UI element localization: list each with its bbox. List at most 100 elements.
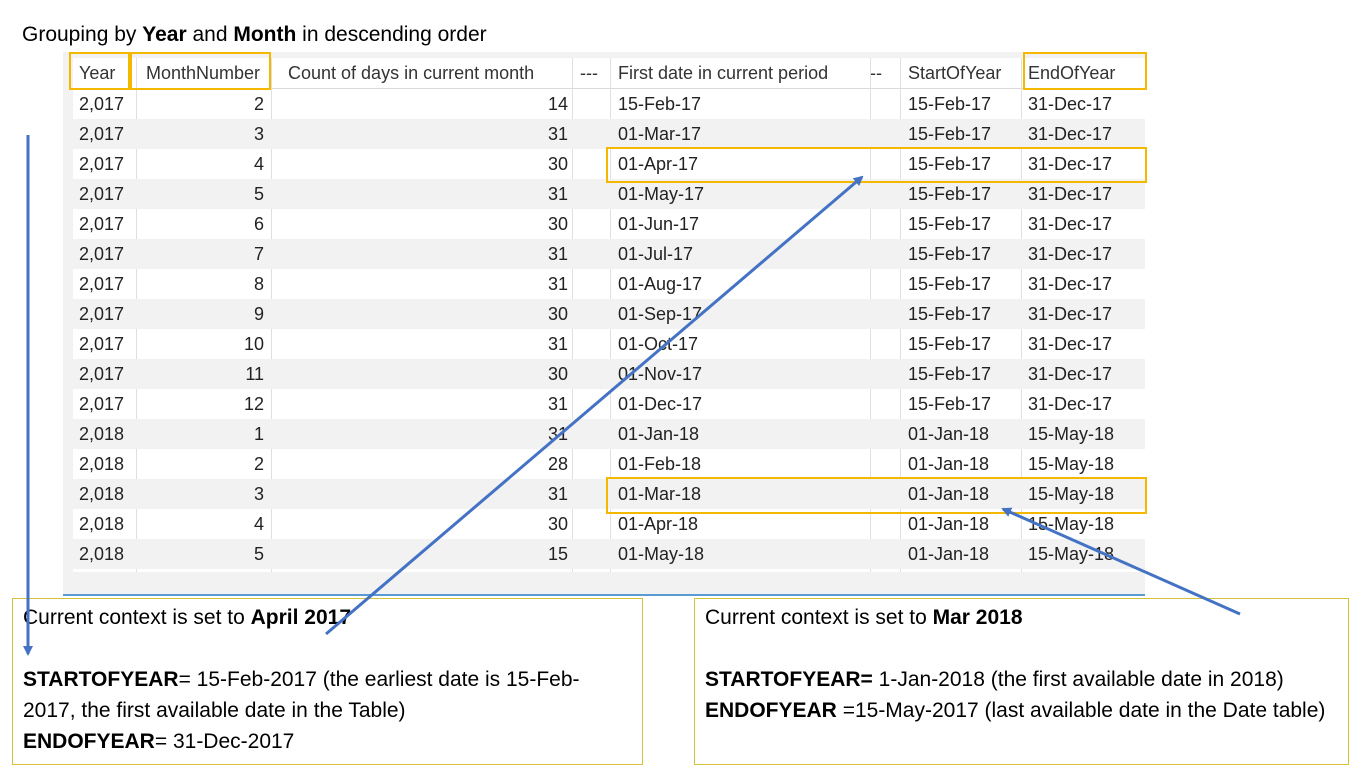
table-cell: 15-Feb-17 — [908, 184, 992, 204]
column-header[interactable]: StartOfYear — [908, 63, 1002, 83]
note-april-2017: Current context is set to April 2017 STA… — [12, 598, 643, 765]
table-cell: 01-Sep-17 — [618, 304, 703, 324]
table-cell: 8 — [253, 274, 264, 294]
table-cell: 31 — [547, 274, 568, 294]
table-cell: 12 — [243, 394, 264, 414]
table-cell: 4 — [253, 514, 264, 534]
table-cell: 01-Jul-17 — [618, 244, 694, 264]
table-row: 2,017 10 31 01-Oct-17 15-Feb-17 31-Dec-17 — [73, 329, 1145, 359]
table-cell: 15-May-18 — [1028, 424, 1115, 444]
table-cell: 2,017 — [79, 394, 125, 414]
table-cell: 01-Jan-18 — [908, 484, 990, 504]
table-cell: 2,018 — [79, 424, 125, 444]
table-cell: 01-May-18 — [618, 544, 705, 564]
table-cell: 01-Jan-18 — [908, 454, 990, 474]
note-left-startofyear: STARTOFYEAR= 15-Feb-2017 (the earliest d… — [23, 668, 580, 722]
highlight-monthnumber-header — [130, 52, 271, 90]
table-cell: 2,017 — [79, 274, 125, 294]
table-cell: 30 — [547, 514, 568, 534]
table-cell: 01-May-17 — [618, 184, 705, 204]
table-cell: 2,018 — [79, 544, 125, 564]
table-cell: 1 — [253, 424, 264, 444]
note-right-endofyear: ENDOFYEAR =15-May-2017 (last available d… — [705, 699, 1326, 722]
table-cell: 2,017 — [79, 94, 125, 114]
column-header[interactable]: Year — [79, 63, 116, 83]
table-cell: 31 — [547, 484, 568, 504]
table-cell: 15-Feb-17 — [908, 304, 992, 324]
table-bottom-rule — [63, 594, 1145, 596]
table-cell: 01-Jun-17 — [618, 214, 700, 234]
table-cell: 01-Oct-17 — [618, 334, 699, 354]
table-cell: 01-Mar-18 — [618, 484, 702, 504]
highlight-row-mar-18 — [606, 477, 1147, 514]
table-row: 2,017 6 30 01-Jun-17 15-Feb-17 31-Dec-17 — [73, 209, 1145, 239]
table-row: 2,017 9 30 01-Sep-17 15-Feb-17 31-Dec-17 — [73, 299, 1145, 329]
table-cell: 31-Dec-17 — [1028, 154, 1113, 174]
highlight-row-apr-17 — [606, 147, 1147, 183]
column-header[interactable]: Count of days in current month — [288, 63, 535, 83]
table-cell: 15-May-18 — [1028, 484, 1115, 504]
note-right-context-line: Current context is set to Mar 2018 — [705, 606, 1023, 629]
arrow-april-note-to-row — [325, 175, 864, 636]
heading-prefix: Grouping by — [22, 23, 143, 46]
table-cell: 5 — [253, 544, 264, 564]
table-cell: 7 — [253, 244, 264, 264]
table-cell: 2,018 — [79, 514, 125, 534]
table-cell: 10 — [243, 334, 264, 354]
table-cell: 15-Feb-17 — [908, 394, 992, 414]
note-left-context-line: Current context is set to April 2017 — [23, 606, 351, 629]
table-cell: 28 — [547, 454, 568, 474]
table-cell: 31-Dec-17 — [1028, 274, 1113, 294]
table-row: 2,017 11 30 01-Nov-17 15-Feb-17 31-Dec-17 — [73, 359, 1145, 389]
table-cell: 11 — [245, 364, 264, 384]
highlight-year-header — [69, 52, 130, 90]
table-row: 2,018 4 30 01-Apr-18 01-Jan-18 15-May-18 — [73, 509, 1145, 539]
table-cell: 2,018 — [79, 454, 125, 474]
heading-suffix: in descending order — [296, 23, 487, 46]
table-cell: 2,017 — [79, 334, 125, 354]
table-cell: 30 — [547, 154, 568, 174]
heading-bold-month: Month — [233, 23, 297, 46]
table-cell: 14 — [547, 94, 568, 114]
table-cell: 15-Feb-17 — [908, 364, 992, 384]
note-left-endofyear: ENDOFYEAR= 31-Dec-2017 — [23, 730, 295, 753]
table-cell: 01-Jan-18 — [908, 424, 990, 444]
table-cell: 9 — [253, 304, 264, 324]
table-cell: 3 — [253, 124, 264, 144]
table-row: 2,017 8 31 01-Aug-17 15-Feb-17 31-Dec-17 — [73, 269, 1145, 299]
column-header[interactable]: EndOfYear — [1028, 63, 1116, 83]
table-cell: 01-Jan-18 — [908, 514, 990, 534]
table-cell: 31 — [547, 124, 568, 144]
table-cell: 4 — [253, 154, 264, 174]
table-cell: 31-Dec-17 — [1028, 184, 1113, 204]
table-cell: 5 — [253, 184, 264, 204]
table-cell: 31 — [547, 244, 568, 264]
table-cell: 31-Dec-17 — [1028, 94, 1113, 114]
table-cell: 2,017 — [79, 364, 125, 384]
table-row: 2,017 3 31 01-Mar-17 15-Feb-17 31-Dec-17 — [73, 119, 1145, 149]
table-row: 2,017 4 30 01-Apr-17 15-Feb-17 31-Dec-17 — [73, 149, 1145, 179]
column-header[interactable]: --- — [580, 63, 598, 83]
table-cell: 2,017 — [79, 214, 125, 234]
table-row: 2,018 1 31 01-Jan-18 01-Jan-18 15-May-18 — [73, 419, 1145, 449]
table-cell: 3 — [253, 484, 264, 504]
table-cell: 2,018 — [79, 484, 125, 504]
table-row: 2,018 3 31 01-Mar-18 01-Jan-18 15-May-18 — [73, 479, 1145, 509]
column-header[interactable]: MonthNumber — [146, 63, 261, 83]
heading-bold-year: Year — [142, 23, 187, 46]
column-header[interactable]: First date in current period — [618, 63, 829, 83]
table-cell: 31-Dec-17 — [1028, 214, 1113, 234]
table-cell: 31-Dec-17 — [1028, 364, 1113, 384]
note-mar-2018: Current context is set to Mar 2018 START… — [694, 598, 1349, 765]
table-cell: 31 — [547, 334, 568, 354]
table-row: 2,017 2 14 15-Feb-17 15-Feb-17 31-Dec-17 — [73, 89, 1145, 119]
table-cell: 30 — [547, 304, 568, 324]
table-cell: 01-Mar-17 — [618, 124, 702, 144]
column-header[interactable]: -- — [870, 63, 882, 83]
table-cell: 31-Dec-17 — [1028, 244, 1113, 264]
table-cell: 2 — [253, 94, 264, 114]
table-cell: 2 — [253, 454, 264, 474]
table-cell: 01-Jan-18 — [618, 424, 700, 444]
table-cell: 15-Feb-17 — [908, 124, 992, 144]
